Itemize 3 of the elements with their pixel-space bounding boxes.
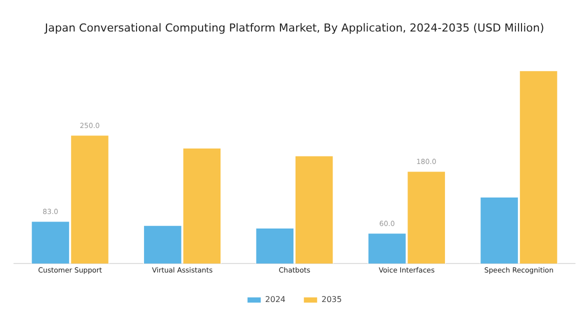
chart-title: Japan Conversational Computing Platform Market, By Application, 2024-2035 (USD Million) [44,21,544,34]
legend-label: 2035 [322,295,342,304]
legend-label: 2024 [265,295,286,304]
